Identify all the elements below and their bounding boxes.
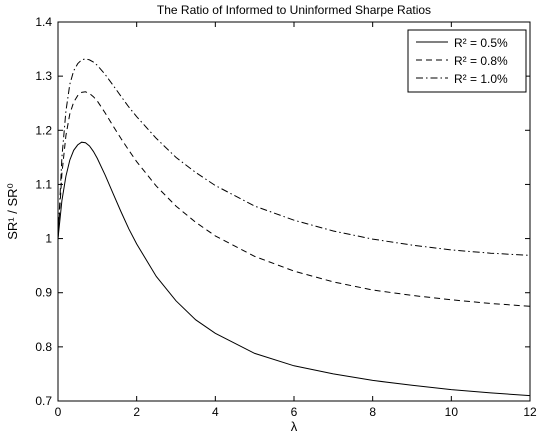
y-axis-label: SR¹ / SR⁰ <box>5 183 20 240</box>
y-tick-label: 0.8 <box>35 340 52 354</box>
y-tick-label: 1.1 <box>35 177 52 191</box>
legend-label: R² = 0.5% <box>454 36 508 50</box>
legend-label: R² = 1.0% <box>454 72 508 86</box>
legend: R² = 0.5% R² = 0.8% R² = 1.0% <box>407 29 527 93</box>
series-line-1 <box>57 141 531 397</box>
y-tick-label: 1 <box>45 232 52 246</box>
legend-label: R² = 0.8% <box>454 54 508 68</box>
x-tick-label: 4 <box>212 405 219 419</box>
x-tick-label: 6 <box>291 405 298 419</box>
chart-title: The Ratio of Informed to Uninformed Shar… <box>157 3 431 17</box>
legend-box <box>407 29 527 93</box>
series-layer <box>57 58 531 397</box>
y-tick-label: 1.3 <box>35 69 52 83</box>
x-tick-label: 2 <box>133 405 140 419</box>
x-tick-label: 12 <box>523 405 537 419</box>
series-line-2 <box>57 91 531 307</box>
x-axis-ticks: 0 2 4 6 8 10 12 <box>55 22 537 419</box>
y-tick-label: 1.4 <box>35 15 52 29</box>
y-tick-label: 1.2 <box>35 123 52 137</box>
y-axis-ticks: 0.7 0.8 0.9 1 1.1 1.2 1.3 1.4 <box>35 15 530 408</box>
y-tick-label: 0.9 <box>35 286 52 300</box>
x-axis-label: λ <box>291 419 298 434</box>
y-tick-label: 0.7 <box>35 394 52 408</box>
x-tick-label: 8 <box>369 405 376 419</box>
x-tick-label: 0 <box>55 405 62 419</box>
x-tick-label: 10 <box>445 405 459 419</box>
